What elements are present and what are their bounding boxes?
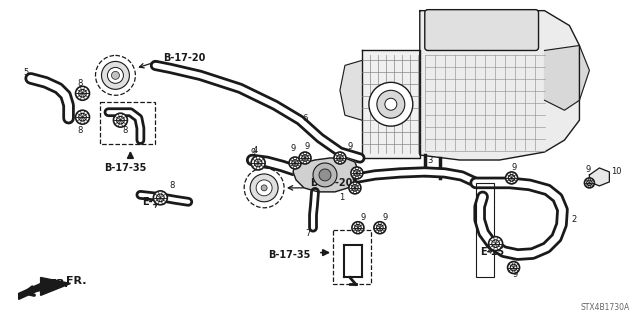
Text: 9: 9 [512,163,517,172]
Circle shape [508,262,520,273]
Text: 1: 1 [339,193,344,202]
Bar [476,183,493,278]
Text: FR.: FR. [49,279,69,289]
Text: 9: 9 [305,142,310,151]
Circle shape [488,237,502,251]
Circle shape [374,222,386,234]
Circle shape [584,178,595,188]
Text: 8: 8 [170,181,175,190]
Text: 9: 9 [348,142,353,151]
Polygon shape [19,278,70,300]
Polygon shape [545,46,589,110]
Text: 4: 4 [253,145,258,154]
Text: B-17-20: B-17-20 [310,178,353,188]
Polygon shape [340,60,362,120]
Circle shape [111,71,120,79]
Circle shape [352,222,364,234]
Circle shape [351,167,363,179]
Circle shape [250,174,278,202]
Circle shape [369,82,413,126]
Text: 9: 9 [382,213,387,222]
Text: 6: 6 [302,114,308,123]
Text: 9: 9 [513,271,518,279]
Circle shape [251,156,265,170]
Text: 9: 9 [250,147,256,157]
Text: E-15: E-15 [142,197,166,207]
Text: 9: 9 [586,165,591,174]
Circle shape [289,157,301,169]
Text: E-15: E-15 [479,247,504,256]
Text: 2: 2 [572,215,577,224]
Circle shape [319,169,331,181]
Polygon shape [420,11,579,160]
Circle shape [261,185,267,191]
Circle shape [377,90,405,118]
FancyBboxPatch shape [425,10,538,50]
Circle shape [299,152,311,164]
Text: B-17-35: B-17-35 [104,163,147,173]
Text: FR.: FR. [25,277,86,295]
Text: STX4B1730A: STX4B1730A [580,303,629,312]
Circle shape [108,67,124,83]
Circle shape [313,163,337,187]
Text: B-17-20: B-17-20 [163,54,205,63]
Polygon shape [362,50,420,158]
Circle shape [506,172,518,184]
Circle shape [154,191,167,205]
Polygon shape [589,168,609,186]
Circle shape [102,62,129,89]
Circle shape [334,152,346,164]
Text: 9: 9 [362,175,367,184]
Text: 9: 9 [291,144,296,153]
Text: 9: 9 [360,213,365,222]
Text: 3: 3 [427,156,433,165]
Circle shape [76,86,90,100]
Circle shape [113,113,127,127]
Circle shape [349,182,361,194]
Circle shape [256,180,272,196]
Text: 8: 8 [78,79,83,88]
Circle shape [76,110,90,124]
Text: B-17-35: B-17-35 [268,249,310,260]
Text: 5: 5 [23,68,28,77]
Circle shape [385,98,397,110]
Polygon shape [293,158,358,192]
Bar [100,102,156,144]
Text: 8: 8 [78,126,83,135]
Text: 10: 10 [611,167,622,176]
Bar [333,230,371,285]
Text: 7: 7 [305,229,310,238]
Text: 8: 8 [123,126,128,135]
